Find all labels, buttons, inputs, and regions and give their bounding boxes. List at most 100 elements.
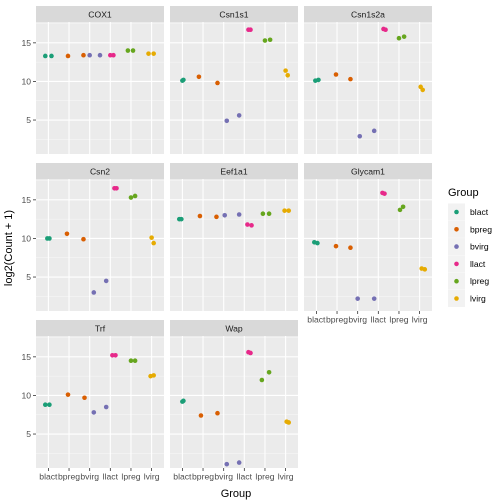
panel-background xyxy=(304,22,432,154)
data-point-bvirg xyxy=(91,410,97,415)
data-point-llact xyxy=(111,52,116,58)
facet-panel: Csn1s2a xyxy=(304,6,432,154)
y-tick-label: 5 xyxy=(26,115,31,125)
data-point-bpreg xyxy=(65,392,71,397)
data-point-bvirg xyxy=(355,296,360,301)
data-point-bpreg xyxy=(215,410,220,416)
facet-strip-label: Trf xyxy=(95,324,106,334)
y-tick-label: 15 xyxy=(21,38,31,48)
data-point-bvirg xyxy=(97,52,103,58)
data-point-bvirg xyxy=(371,296,377,301)
x-tick-label: bvirg xyxy=(214,472,233,482)
data-point-bpreg xyxy=(64,231,70,237)
x-tick-label: blact xyxy=(307,315,326,325)
y-tick-label: 10 xyxy=(21,233,31,243)
data-point-bpreg xyxy=(197,213,203,219)
x-tick-label: lpreg xyxy=(389,315,408,325)
legend-label-llact: llact xyxy=(470,259,486,269)
legend-key-lvirg xyxy=(454,296,459,301)
data-point-lpreg xyxy=(260,211,266,217)
panels-layer: COX1 5 10 15 Csn1s1 Csn1s2a Csn2 5 10 15 Eef1a1 Gly… xyxy=(21,6,432,468)
panel-background xyxy=(36,22,164,154)
data-point-lpreg xyxy=(128,358,134,364)
data-point-bvirg xyxy=(103,278,109,284)
facet-panel: Wap xyxy=(170,320,298,468)
data-point-blact xyxy=(316,77,321,83)
legend-key-lpreg xyxy=(454,278,459,284)
facet-strip xyxy=(170,6,298,22)
y-tick-label: 5 xyxy=(26,272,31,282)
facet-strip-label: Csn1s1 xyxy=(219,10,248,20)
x-tick-label: blact xyxy=(173,472,192,482)
facet-strip xyxy=(170,320,298,336)
legend-label-lvirg: lvirg xyxy=(470,294,486,304)
data-point-llact xyxy=(248,350,253,356)
data-point-bvirg xyxy=(91,290,97,295)
x-tick-label: llact xyxy=(237,472,253,482)
data-point-blact xyxy=(47,236,52,241)
data-point-lvirg xyxy=(146,51,151,56)
data-point-lvirg xyxy=(151,373,156,378)
x-tick-label: bpreg xyxy=(326,315,348,325)
data-point-bpreg xyxy=(348,245,353,251)
data-point-lvirg xyxy=(286,420,292,425)
data-point-llact xyxy=(248,27,253,33)
facet-strip xyxy=(36,6,164,22)
legend: Group blact bpreg bvirg llact lpreg lvirg xyxy=(448,187,492,307)
data-point-lpreg xyxy=(130,48,136,53)
facet-strip-label: Csn1s2a xyxy=(351,10,385,20)
data-point-bvirg xyxy=(87,52,92,58)
facet-strip xyxy=(36,163,164,179)
legend-key-llact xyxy=(454,261,459,267)
facet-panel: Csn2 5 10 15 xyxy=(21,163,164,311)
y-tick-label: 15 xyxy=(21,352,31,362)
facet-strip-label: COX1 xyxy=(88,10,112,20)
data-point-bvirg xyxy=(236,212,242,217)
data-point-bvirg xyxy=(222,212,228,218)
data-point-lpreg xyxy=(125,48,131,53)
data-point-bvirg xyxy=(357,133,363,139)
x-tick-label: llact xyxy=(371,315,387,325)
x-tick-label: bvirg xyxy=(80,472,99,482)
data-point-lpreg xyxy=(397,207,403,213)
x-tick-label: lpreg xyxy=(121,472,140,482)
legend-title: Group xyxy=(448,187,479,199)
data-point-llact xyxy=(383,27,388,33)
facet-panel: Eef1a1 xyxy=(170,163,298,311)
x-tick-label: bpreg xyxy=(58,472,80,482)
data-point-bpreg xyxy=(215,80,220,86)
data-point-bpreg xyxy=(348,76,353,82)
legend-label-blact: blact xyxy=(470,207,489,217)
data-point-llact xyxy=(249,223,254,228)
data-point-blact xyxy=(42,402,48,408)
data-point-bpreg xyxy=(81,236,86,242)
facet-strip-label: Eef1a1 xyxy=(220,167,247,177)
data-point-lpreg xyxy=(267,37,273,43)
data-point-lpreg xyxy=(128,195,134,200)
y-tick-label: 10 xyxy=(21,390,31,400)
x-tick-label: blact xyxy=(39,472,58,482)
facet-strip xyxy=(304,6,432,22)
data-point-llact xyxy=(245,222,250,227)
data-point-lvirg xyxy=(420,87,426,93)
panel-background xyxy=(170,22,298,154)
data-point-lvirg xyxy=(283,68,288,73)
x-tick-label: lvirg xyxy=(412,315,428,325)
data-point-bpreg xyxy=(333,243,339,249)
facet-strip-label: Wap xyxy=(225,324,243,334)
data-point-lvirg xyxy=(151,51,156,56)
data-point-lvirg xyxy=(286,208,292,213)
data-point-bvirg xyxy=(236,113,242,118)
data-point-lpreg xyxy=(266,211,272,217)
data-point-bpreg xyxy=(196,74,202,80)
x-tick-label: bvirg xyxy=(348,315,367,325)
y-tick-label: 15 xyxy=(21,195,31,205)
facet-panel: Trf 5 10 15 xyxy=(21,320,164,468)
y-tick-label: 10 xyxy=(21,76,31,86)
facet-strip xyxy=(304,163,432,179)
data-point-bvirg xyxy=(236,460,242,465)
data-point-lvirg xyxy=(422,267,428,272)
data-point-lpreg xyxy=(401,34,407,39)
x-tick-label: lvirg xyxy=(278,472,294,482)
